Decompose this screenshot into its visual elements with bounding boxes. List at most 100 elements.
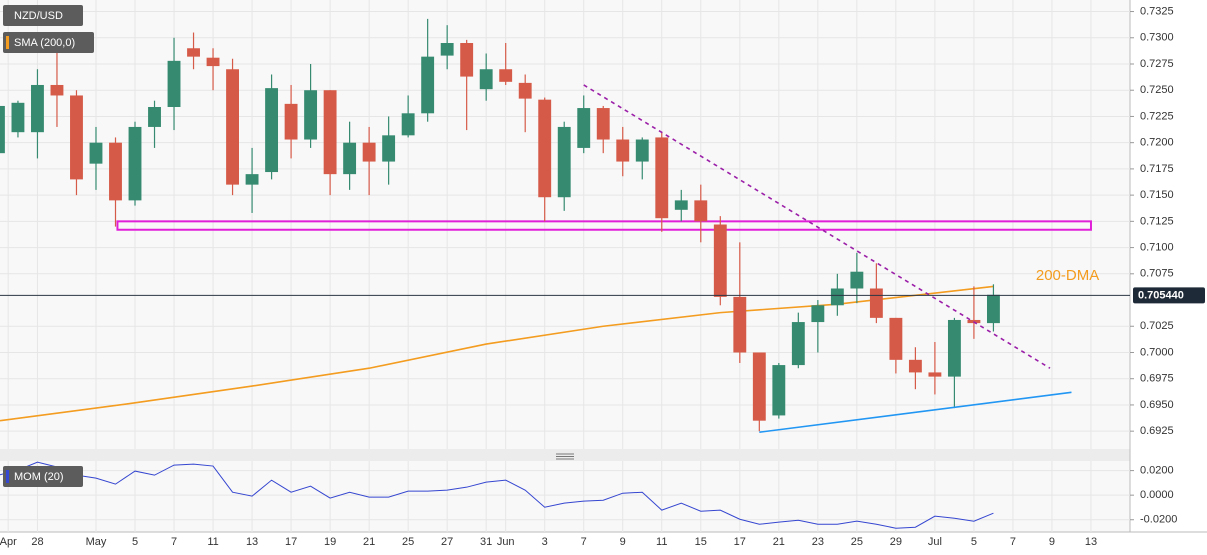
candle-body <box>674 200 688 210</box>
x-tick-label: 29 <box>890 536 902 548</box>
y-tick-label: 0.6950 <box>1140 399 1174 411</box>
candle-body <box>538 99 552 198</box>
legend-momentum: MOM (20) <box>14 471 64 483</box>
candle-body <box>343 142 357 175</box>
candle-body <box>850 271 864 289</box>
candle-body <box>206 57 220 67</box>
current-price-box <box>1133 287 1205 304</box>
y-tick-label: 0.0000 <box>1140 489 1174 501</box>
candle-body <box>694 200 708 222</box>
y-tick-label: 0.7175 <box>1140 163 1174 175</box>
candle-body <box>947 319 961 377</box>
x-tick-label: 7 <box>171 536 177 548</box>
x-tick-label: 21 <box>363 536 375 548</box>
legend-sma: SMA (200,0) <box>14 37 75 49</box>
x-tick-label: 27 <box>441 536 453 548</box>
x-tick-label: 28 <box>31 536 43 548</box>
candle-body <box>304 90 318 140</box>
support-zone <box>116 220 1092 231</box>
candle-body <box>499 69 513 82</box>
candle-body <box>889 317 903 360</box>
y-tick-label: 0.7000 <box>1140 346 1174 358</box>
candle-body <box>869 288 883 318</box>
y-tick-label: 0.0200 <box>1140 465 1174 477</box>
x-tick-label: 23 <box>812 536 824 548</box>
candle-body <box>752 352 766 421</box>
legend-main: NZD/USD SMA (200,0) MOM (20) <box>3 5 94 487</box>
x-tick-label: 13 <box>246 536 258 548</box>
trend-line <box>583 84 1051 369</box>
annotation: 200-DMA <box>1036 267 1099 284</box>
sma-line <box>0 285 994 422</box>
y-tick-label: 0.6975 <box>1140 373 1174 385</box>
candle-body <box>830 288 844 306</box>
x-tick-label: 11 <box>656 536 667 548</box>
candle-body <box>362 142 376 162</box>
y-tick-label: 0.7200 <box>1140 137 1174 149</box>
candle-body <box>616 139 630 162</box>
candle-body <box>50 84 64 96</box>
x-tick-label: 25 <box>851 536 863 548</box>
candle-body <box>31 84 44 133</box>
legend-swatch <box>6 470 9 483</box>
candle-body <box>128 126 142 201</box>
y-tick-label: 0.7325 <box>1140 5 1174 17</box>
current-price-label: 0.705440 <box>1138 289 1184 301</box>
candle-body <box>89 142 103 164</box>
y-tick-label: -0.0200 <box>1140 514 1177 526</box>
x-tick-label: 13 <box>1085 536 1097 548</box>
candle-body <box>11 102 25 133</box>
candle-body <box>401 113 415 136</box>
separator-handle[interactable] <box>556 453 574 460</box>
candle-body <box>908 359 922 373</box>
y-tick-label: 0.7025 <box>1140 320 1174 332</box>
candle-body <box>557 126 571 198</box>
y-tick-label: 0.7075 <box>1140 268 1174 280</box>
candle-body <box>986 294 1000 324</box>
x-tick-label: 5 <box>971 536 977 548</box>
x-tick-label: 17 <box>734 536 746 548</box>
candle-body <box>440 43 454 56</box>
legend-swatch <box>6 36 9 49</box>
candle-body <box>577 108 591 148</box>
x-tick-label: 7 <box>581 536 587 548</box>
candle-body <box>791 322 805 366</box>
legend-box <box>3 466 83 487</box>
candle-body <box>655 137 669 219</box>
x-tick-label: 7 <box>1010 536 1016 548</box>
x-tick-label: Apr <box>0 536 17 548</box>
x-tick-label: 21 <box>773 536 785 548</box>
candle-body <box>635 139 649 162</box>
y-tick-label: 0.7275 <box>1140 58 1174 70</box>
x-tick-label: 9 <box>1049 536 1055 548</box>
candle-body <box>167 60 181 108</box>
y-tick-label: 0.7300 <box>1140 32 1174 44</box>
x-tick-label: 5 <box>132 536 138 548</box>
y-tick-label: 0.7125 <box>1140 215 1174 227</box>
candle-body <box>382 135 396 162</box>
candle-body <box>323 90 337 175</box>
candle-body <box>713 224 727 297</box>
x-tick-label: 15 <box>695 536 707 548</box>
candle-body <box>479 69 493 90</box>
x-tick-label: 17 <box>285 536 297 548</box>
candle-body <box>928 372 942 377</box>
candle-body <box>187 48 200 57</box>
main-plot-background <box>0 0 1130 449</box>
y-tick-label: 0.7225 <box>1140 110 1174 122</box>
candle-body <box>518 82 532 99</box>
legend-title: NZD/USD <box>14 10 63 22</box>
candle-body <box>772 365 786 416</box>
x-tick-label: 31 <box>480 536 492 548</box>
candle-body <box>460 43 474 77</box>
x-tick-label: 19 <box>324 536 336 548</box>
candle-body <box>811 305 825 323</box>
panel-separator <box>0 449 1130 461</box>
x-tick-label: 9 <box>620 536 626 548</box>
candle-body <box>733 296 747 353</box>
candle-body <box>596 108 610 140</box>
y-tick-label: 0.7100 <box>1140 241 1174 253</box>
candle-body <box>226 69 239 185</box>
x-tick-label: 25 <box>402 536 414 548</box>
